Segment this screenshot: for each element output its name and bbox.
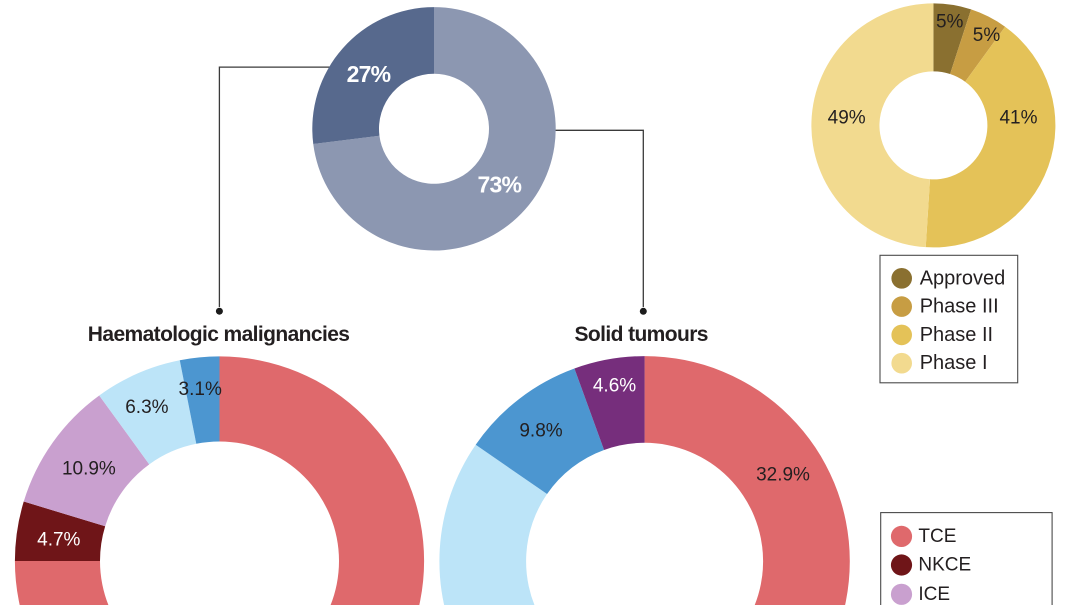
svg-text:Phase I: Phase I [920, 352, 988, 374]
svg-text:ICE: ICE [918, 584, 950, 605]
svg-text:Solid tumours: Solid tumours [575, 323, 708, 346]
svg-text:73%: 73% [477, 172, 521, 198]
svg-text:3.1%: 3.1% [179, 379, 222, 400]
svg-text:32.9%: 32.9% [756, 465, 810, 486]
svg-text:Haematologic malignancies: Haematologic malignancies [88, 323, 350, 346]
svg-text:Phase III: Phase III [920, 296, 999, 318]
svg-text:4.6%: 4.6% [593, 375, 636, 396]
svg-text:Phase II: Phase II [920, 324, 993, 346]
svg-text:49%: 49% [828, 108, 866, 129]
svg-text:41%: 41% [999, 108, 1037, 129]
svg-text:10.9%: 10.9% [62, 458, 116, 479]
svg-text:Approved: Approved [920, 267, 1006, 289]
svg-text:4.7%: 4.7% [37, 529, 80, 550]
svg-text:6.3%: 6.3% [125, 397, 168, 418]
svg-text:NKCE: NKCE [918, 555, 971, 576]
svg-text:TCE: TCE [918, 526, 956, 547]
svg-text:9.8%: 9.8% [519, 421, 562, 442]
svg-text:5%: 5% [973, 25, 1001, 46]
svg-text:27%: 27% [347, 61, 391, 87]
svg-text:5%: 5% [936, 12, 964, 33]
